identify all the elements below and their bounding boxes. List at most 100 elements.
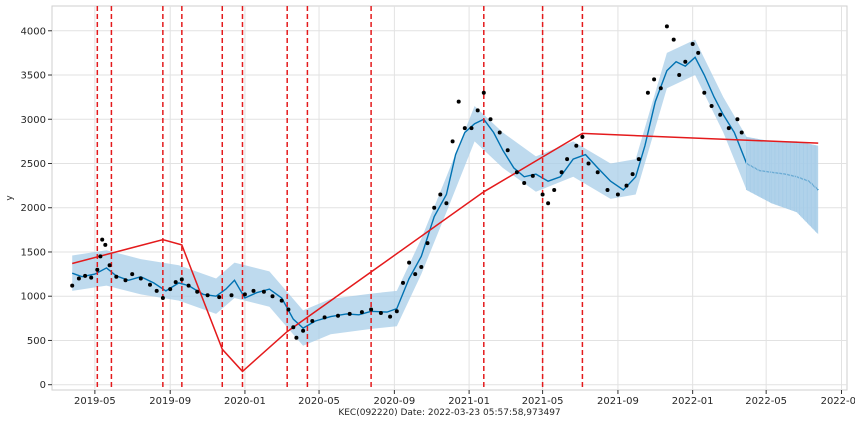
- observed-point: [586, 161, 591, 166]
- observed-point: [726, 126, 731, 131]
- y-tick-label: 4000: [21, 26, 46, 37]
- observed-point: [624, 183, 629, 188]
- observed-point: [100, 237, 105, 242]
- observed-point: [546, 201, 551, 206]
- uncertainty-band: [72, 39, 819, 346]
- observed-point: [322, 315, 327, 320]
- observed-point: [530, 173, 535, 178]
- observed-point: [168, 287, 173, 292]
- observed-point: [456, 99, 461, 104]
- observed-point: [595, 170, 600, 175]
- observed-point: [514, 170, 519, 175]
- x-tick-label: 2020-01: [224, 396, 266, 407]
- observed-point: [481, 90, 486, 95]
- trend-line: [72, 132, 819, 373]
- observed-point: [98, 254, 103, 259]
- changepoint-lines: [96, 6, 584, 390]
- observed-point: [615, 192, 620, 197]
- y-tick-label: 2500: [21, 159, 46, 170]
- observed-point: [388, 314, 393, 319]
- observed-point: [123, 278, 128, 283]
- observed-point: [718, 112, 723, 117]
- y-axis-label: y: [5, 195, 15, 201]
- observed-point: [229, 293, 234, 298]
- observed-point: [291, 325, 296, 330]
- observed-point: [103, 242, 108, 247]
- observed-point: [70, 283, 75, 288]
- y-tick-label: 500: [27, 336, 46, 347]
- observed-point: [497, 130, 502, 135]
- x-tick-label: 2021-01: [448, 396, 490, 407]
- observed-point: [83, 273, 88, 278]
- observed-point: [205, 293, 210, 298]
- observed-point: [505, 148, 510, 153]
- observed-point: [658, 86, 663, 91]
- observed-point: [735, 117, 740, 122]
- x-tick-label: 2022-09: [821, 396, 855, 407]
- x-tick-label: 2022-01: [672, 396, 714, 407]
- observed-point: [677, 73, 682, 77]
- observed-point: [645, 90, 650, 95]
- y-tick-label: 1000: [21, 292, 46, 303]
- observed-point: [270, 294, 275, 299]
- observed-point: [522, 181, 527, 185]
- observed-point: [369, 307, 374, 312]
- y-tick-label: 0: [40, 380, 46, 391]
- observed-point: [630, 172, 635, 177]
- observed-point: [450, 139, 455, 144]
- y-axis-ticks: 0 500 1000 1500 2000 2500 3000 3500 4000: [21, 26, 52, 391]
- observed-point: [89, 275, 94, 280]
- observed-point: [565, 157, 570, 162]
- y-tick-label: 3000: [21, 115, 46, 126]
- observed-point: [739, 130, 744, 135]
- observed-point: [179, 277, 184, 282]
- observed-point: [444, 201, 449, 206]
- observed-point: [138, 276, 143, 281]
- observed-point: [438, 192, 443, 197]
- observed-point: [294, 335, 299, 340]
- observed-point: [432, 205, 437, 210]
- observed-point: [217, 295, 222, 300]
- observed-point: [690, 42, 695, 46]
- observed-point: [76, 276, 81, 281]
- observed-point: [242, 292, 247, 297]
- observed-point: [652, 77, 657, 82]
- observed-point: [559, 170, 564, 175]
- observed-point: [154, 288, 159, 293]
- observed-point: [664, 24, 669, 29]
- observed-point: [413, 272, 418, 277]
- observed-point: [709, 104, 714, 108]
- observed-point: [683, 59, 688, 64]
- y-tick-label: 3500: [21, 71, 46, 82]
- observed-point: [301, 328, 306, 333]
- x-tick-label: 2021-09: [597, 396, 639, 407]
- observed-point: [148, 282, 152, 287]
- observed-point: [671, 37, 676, 42]
- observed-point: [130, 272, 135, 277]
- x-axis-ticks: 2019-05 2019-09 2020-01 2020-05 2020-09 2021-…: [74, 390, 855, 407]
- observed-point: [114, 274, 119, 279]
- observed-point: [251, 288, 256, 293]
- observed-point: [540, 192, 545, 197]
- observed-point: [475, 108, 480, 113]
- observed-points: [70, 24, 744, 340]
- observed-point: [173, 280, 178, 285]
- x-tick-label: 2019-05: [74, 396, 116, 407]
- observed-point: [580, 134, 585, 139]
- observed-point: [574, 143, 579, 148]
- observed-point: [336, 313, 340, 318]
- observed-point: [160, 296, 165, 300]
- observed-point: [279, 298, 284, 303]
- observed-point: [95, 267, 100, 272]
- x-tick-label: 2020-05: [298, 396, 340, 407]
- observed-point: [605, 188, 610, 192]
- observed-point: [469, 126, 474, 131]
- x-tick-label: 2020-09: [373, 396, 415, 407]
- x-tick-label: 2019-09: [149, 396, 191, 407]
- observed-point: [310, 319, 315, 323]
- trend-series-line: [72, 132, 819, 373]
- observed-point: [261, 289, 266, 294]
- observed-point: [401, 280, 405, 285]
- y-tick-label: 2000: [21, 203, 46, 214]
